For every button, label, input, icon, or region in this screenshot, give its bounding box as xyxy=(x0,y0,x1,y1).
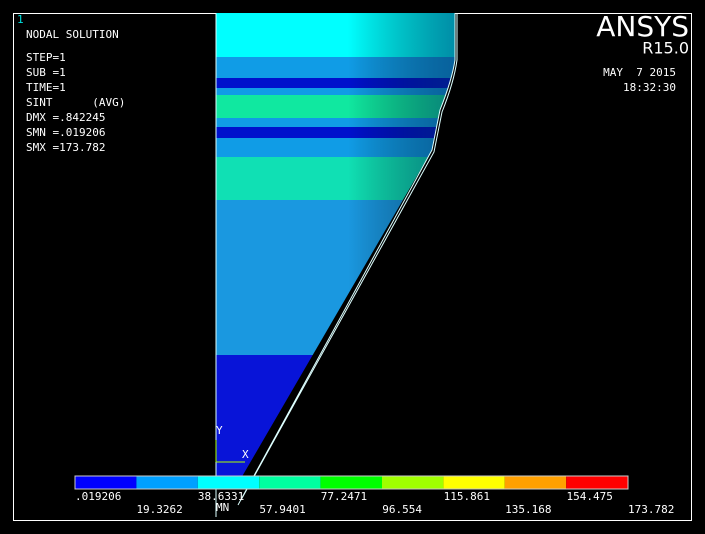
min-marker: MN xyxy=(216,501,229,514)
legend-label: 115.861 xyxy=(444,490,490,503)
triad-x: X xyxy=(242,448,249,461)
legend-label: 38.6331 xyxy=(198,490,244,503)
legend-label: 96.554 xyxy=(382,503,422,516)
time: 18:32:30 xyxy=(623,81,676,94)
legend-label: 77.2471 xyxy=(321,490,367,503)
triad-y: Y xyxy=(216,424,223,437)
logo-version: R15.0 xyxy=(642,39,689,58)
info-line: SMX =173.782 xyxy=(26,141,105,154)
model-outline xyxy=(215,13,458,517)
info-line: SMN =.019206 xyxy=(26,126,105,139)
legend-label: 19.3262 xyxy=(136,503,182,516)
legend-label: .019206 xyxy=(75,490,121,503)
legend-label: 57.9401 xyxy=(259,503,305,516)
info-line: STEP=1 xyxy=(26,51,66,64)
legend-bar xyxy=(74,475,629,490)
triad xyxy=(215,440,245,463)
info-line: SUB =1 xyxy=(26,66,66,79)
legend-label: 154.475 xyxy=(567,490,613,503)
info-line: TIME=1 xyxy=(26,81,66,94)
model-contour xyxy=(216,13,455,480)
date: MAY 7 2015 xyxy=(603,66,676,79)
info-line: SINT (AVG) xyxy=(26,96,125,109)
info-line: DMX =.842245 xyxy=(26,111,105,124)
legend-label: 173.782 xyxy=(628,503,674,516)
window-number: 1 xyxy=(17,13,24,26)
legend-label: 135.168 xyxy=(505,503,551,516)
logo-name: ANSYS xyxy=(596,10,689,43)
info-line: NODAL SOLUTION xyxy=(26,28,119,41)
